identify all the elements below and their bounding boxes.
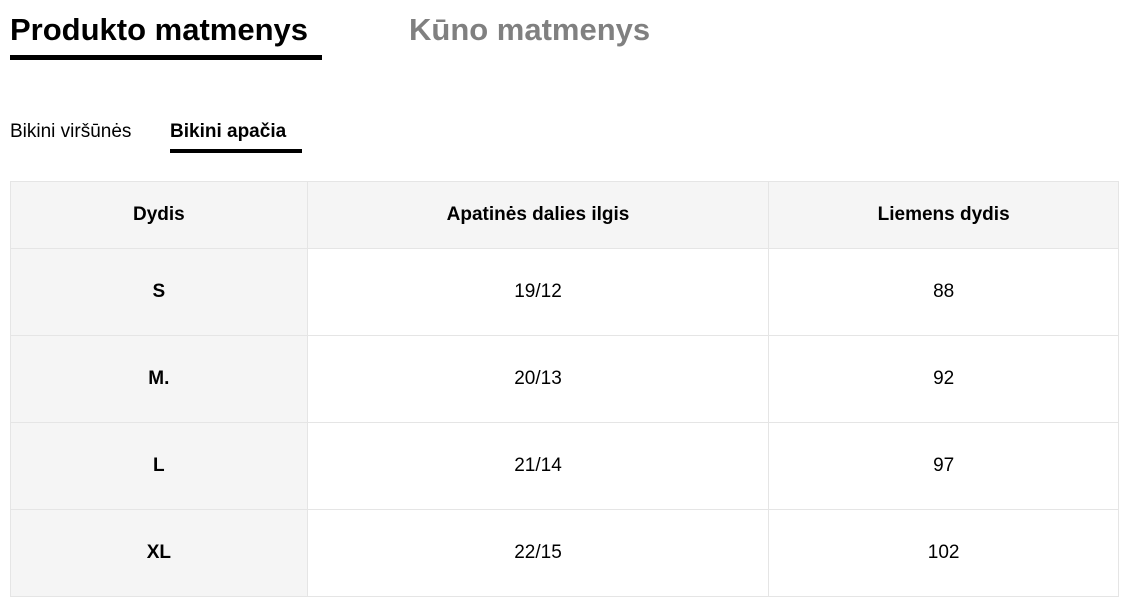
waist-cell: 97 (768, 422, 1119, 510)
waist-cell: 88 (768, 248, 1119, 336)
table-row: XL 22/15 102 (10, 509, 1119, 597)
tab-product-dimensions[interactable]: Produkto matmenys (10, 12, 322, 60)
size-table: Dydis Apatinės dalies ilgis Liemens dydi… (10, 181, 1119, 597)
table-header-row: Dydis Apatinės dalies ilgis Liemens dydi… (10, 181, 1119, 249)
table-row: M. 20/13 92 (10, 335, 1119, 423)
table-row: S 19/12 88 (10, 248, 1119, 336)
subtab-bikini-tops[interactable]: Bikini viršūnės (10, 121, 132, 142)
length-cell: 20/13 (306, 335, 770, 423)
size-cell: M. (10, 335, 308, 423)
length-cell: 19/12 (306, 248, 770, 336)
length-cell: 22/15 (306, 509, 770, 597)
table-row: L 21/14 97 (10, 422, 1119, 510)
waist-cell: 102 (768, 509, 1119, 597)
size-cell: S (10, 248, 308, 336)
size-cell: L (10, 422, 308, 510)
subtab-bikini-bottoms[interactable]: Bikini apačia (170, 121, 302, 153)
waist-cell: 92 (768, 335, 1119, 423)
size-cell: XL (10, 509, 308, 597)
header-size: Dydis (10, 181, 308, 249)
header-bottom-length: Apatinės dalies ilgis (306, 181, 770, 249)
tab-body-dimensions[interactable]: Kūno matmenys (409, 12, 651, 47)
length-cell: 21/14 (306, 422, 770, 510)
header-waist-size: Liemens dydis (768, 181, 1119, 249)
